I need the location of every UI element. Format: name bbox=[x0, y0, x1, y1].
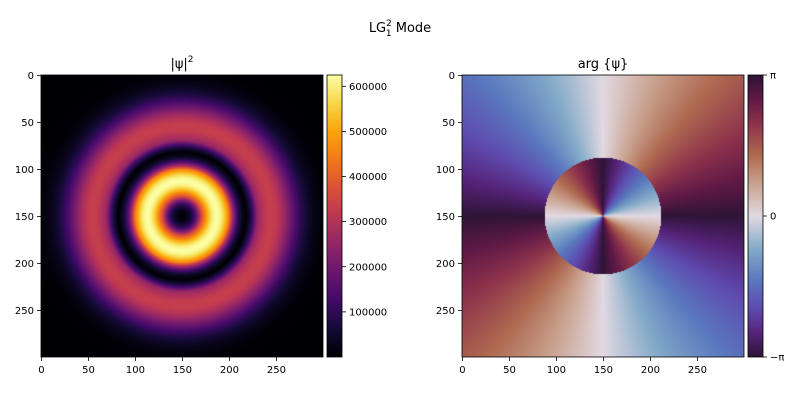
intensity-colorbar-tick-label: 400000 bbox=[349, 172, 387, 183]
phase-y-tick-label: 0 bbox=[449, 71, 455, 82]
phase-x-tick-label: 50 bbox=[503, 365, 516, 376]
figure-title: LG2 1 Mode bbox=[369, 19, 431, 39]
phase-y-tick-label: 100 bbox=[436, 165, 455, 176]
phase-x-tick-label: 200 bbox=[641, 365, 660, 376]
intensity-y-tick-label: 200 bbox=[15, 259, 34, 270]
intensity-x-tick-label: 0 bbox=[38, 365, 44, 376]
intensity-colorbar-tick-label: 500000 bbox=[349, 127, 387, 138]
axis-ticks: 0 50 100 150 200 250 0 50 100 150 200 250 0 50 100 150 2… bbox=[15, 71, 785, 377]
intensity-y-tick-label: 0 bbox=[28, 71, 34, 82]
phase-colorbar-tick-label: π bbox=[770, 71, 776, 82]
figure-title-sub: 1 bbox=[386, 29, 392, 39]
phase-x-tick-label: 0 bbox=[459, 365, 465, 376]
phase-x-tick-label: 100 bbox=[547, 365, 566, 376]
intensity-y-tick-label: 250 bbox=[15, 306, 34, 317]
intensity-colorbar-tick-label: 600000 bbox=[349, 82, 387, 93]
intensity-colorbar-tick-label: 300000 bbox=[349, 217, 387, 228]
phase-y-tick-label: 200 bbox=[436, 259, 455, 270]
intensity-axes-frame bbox=[40, 74, 324, 358]
phase-heatmap bbox=[462, 75, 744, 357]
intensity-y-tick-label: 150 bbox=[15, 212, 34, 223]
figure-title-main: LG bbox=[369, 21, 386, 36]
left-panel-title-sup: 2 bbox=[188, 55, 194, 65]
left-panel-title-main: |ψ| bbox=[170, 57, 187, 72]
intensity-colorbar bbox=[327, 75, 342, 357]
phase-y-tick-label: 50 bbox=[442, 118, 455, 129]
intensity-x-tick-label: 150 bbox=[173, 365, 192, 376]
intensity-colorbar-tick-label: 200000 bbox=[349, 262, 387, 273]
phase-y-tick-label: 150 bbox=[436, 212, 455, 223]
phase-colorbar bbox=[748, 75, 763, 357]
phase-axes-frame bbox=[461, 74, 745, 358]
left-panel-title: |ψ|2 bbox=[170, 55, 193, 72]
phase-colorbar-tick-label: 0 bbox=[770, 212, 776, 223]
intensity-x-tick-label: 200 bbox=[220, 365, 239, 376]
phase-x-tick-label: 150 bbox=[594, 365, 613, 376]
figure-title-rest: Mode bbox=[392, 21, 432, 36]
intensity-heatmap bbox=[41, 75, 323, 357]
phase-x-tick-label: 250 bbox=[688, 365, 707, 376]
right-panel-title: arg {ψ} bbox=[578, 57, 629, 72]
intensity-x-tick-label: 250 bbox=[267, 365, 286, 376]
intensity-y-tick-label: 50 bbox=[21, 118, 34, 129]
intensity-x-tick-label: 100 bbox=[126, 365, 145, 376]
intensity-colorbar-tick-label: 100000 bbox=[349, 307, 387, 318]
intensity-x-tick-label: 50 bbox=[82, 365, 95, 376]
intensity-y-tick-label: 100 bbox=[15, 165, 34, 176]
intensity-colorbar-frame bbox=[326, 74, 343, 358]
phase-y-tick-label: 250 bbox=[436, 306, 455, 317]
phase-colorbar-tick-label: −π bbox=[770, 353, 784, 364]
figure-title-sup: 2 bbox=[386, 19, 392, 29]
